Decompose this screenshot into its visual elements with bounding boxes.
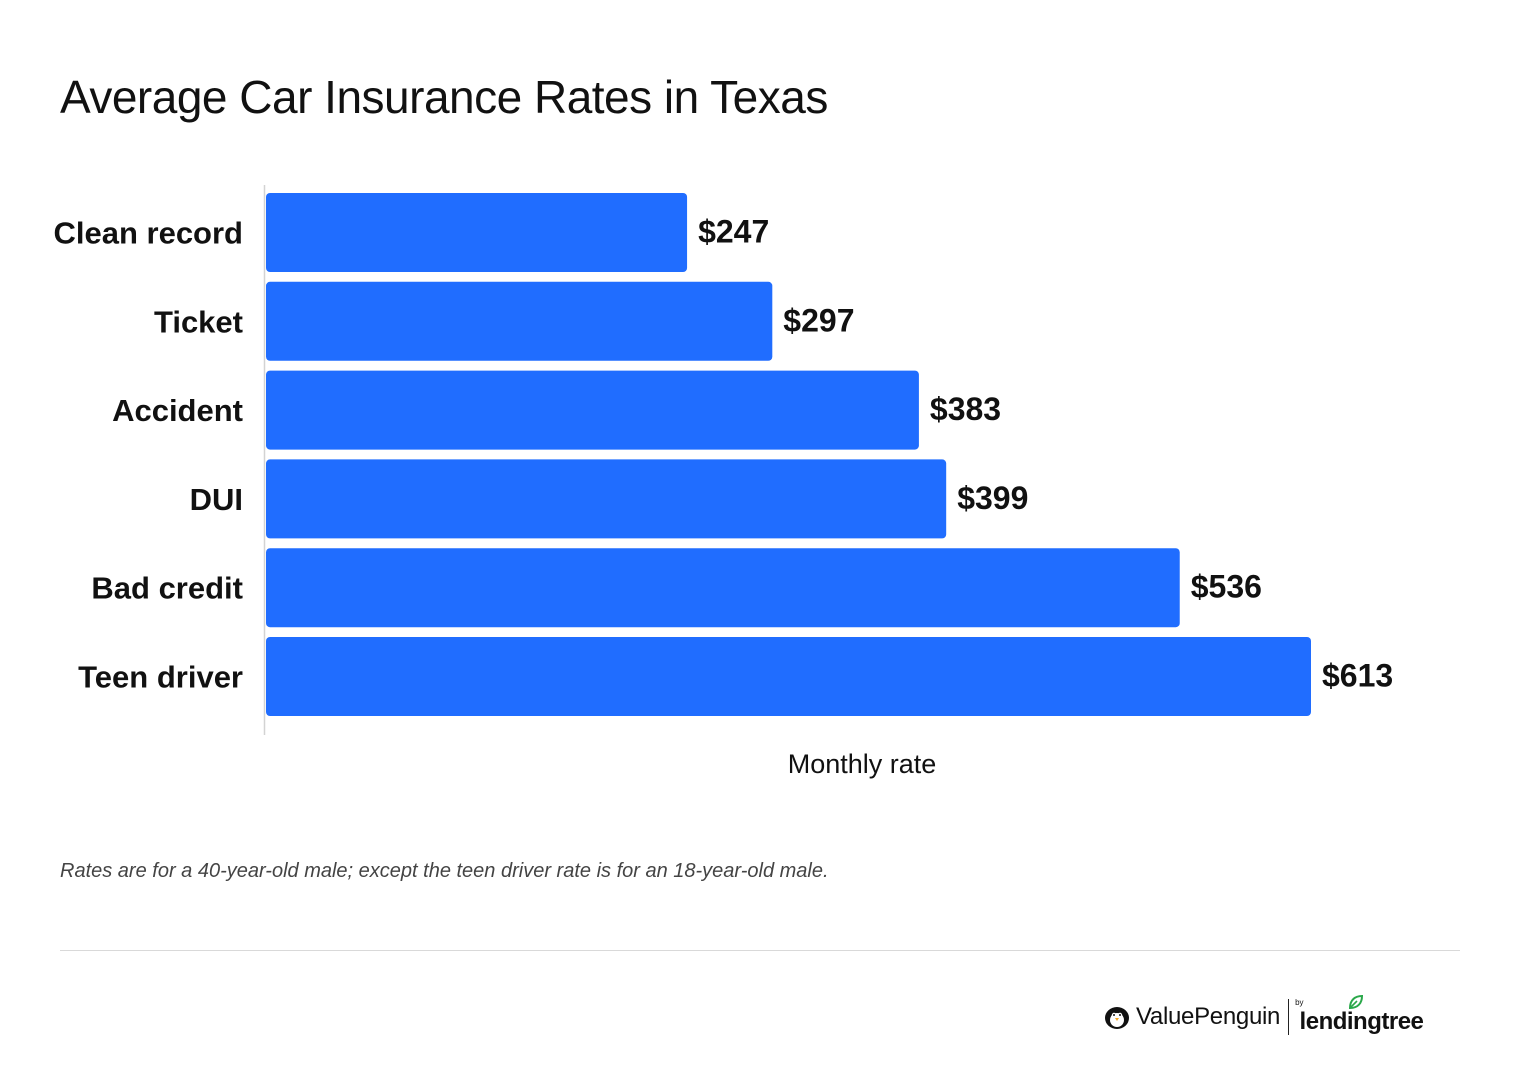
bar-accident <box>266 370 919 450</box>
lendingtree-wordmark: lendingtree <box>1299 1008 1424 1035</box>
category-label-accident: Accident <box>112 393 243 428</box>
value-label-accident: $383 <box>930 391 1001 427</box>
category-label-bad-credit: Bad credit <box>91 571 243 606</box>
value-label-bad-credit: $536 <box>1191 569 1262 605</box>
category-label-teen-driver: Teen driver <box>78 660 243 695</box>
footer-divider <box>60 950 1460 951</box>
brand-logo: ValuePenguin by lendingtree <box>1104 994 1424 1040</box>
bar-chart: Clean record $247 Ticket $297 Accident $383 DU… <box>53 185 1393 779</box>
brand-separator <box>1288 999 1290 1035</box>
footnote: Rates are for a 40-year-old male; except… <box>60 860 829 882</box>
brand-by-text: by <box>1295 998 1304 1007</box>
penguin-icon <box>1105 1007 1129 1029</box>
value-label-clean-record: $247 <box>698 214 769 250</box>
valuepenguin-wordmark: ValuePenguin <box>1136 1003 1281 1030</box>
bar-teen-driver <box>266 637 1311 716</box>
bar-ticket <box>266 281 773 361</box>
lendingtree-logo: lendingtree <box>1300 994 1424 1036</box>
bar-dui <box>266 459 947 539</box>
leaf-icon <box>1348 994 1363 1010</box>
value-label-ticket: $297 <box>783 302 854 338</box>
value-label-teen-driver: $613 <box>1322 658 1393 694</box>
value-label-dui: $399 <box>957 480 1028 516</box>
category-label-clean-record: Clean record <box>53 216 243 251</box>
category-label-dui: DUI <box>190 482 243 517</box>
x-axis-label: Monthly rate <box>788 749 937 779</box>
chart-title: Average Car Insurance Rates in Texas <box>60 71 828 123</box>
bar-clean-record <box>266 193 688 272</box>
bars-group: Clean record $247 Ticket $297 Accident $383 DU… <box>53 193 1393 716</box>
bar-bad-credit <box>266 548 1180 628</box>
category-label-ticket: Ticket <box>154 304 243 339</box>
